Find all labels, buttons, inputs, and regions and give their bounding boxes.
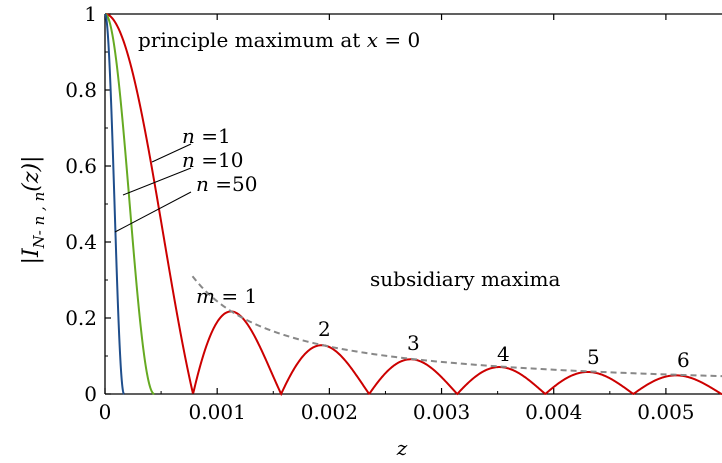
- y-axis-title: |IN- n , n(z)|: [19, 156, 48, 265]
- axes: 0 0.001 0.002 0.003 0.004 0.005 0 0.2 0.4 0.6 0.8 1: [65, 2, 722, 424]
- m-equals-1-label: m = 1: [196, 284, 257, 308]
- leader-line-n1: [151, 143, 192, 163]
- series-n10-curve: [104, 13, 155, 395]
- x-axis-title: z: [396, 436, 408, 460]
- leader-line-n50: [114, 191, 192, 233]
- x-tick-label: 0.002: [301, 400, 358, 424]
- x-tick-label: 0.001: [189, 400, 246, 424]
- y-tick-label: 0.2: [65, 306, 97, 330]
- x-tick-label: 0.004: [525, 400, 582, 424]
- curves: [104, 13, 722, 397]
- y-tick-label: 0: [84, 382, 97, 406]
- order-label-6: 6: [677, 348, 690, 372]
- order-label-2: 2: [318, 317, 331, 341]
- x-tick-label: 0.005: [637, 400, 694, 424]
- x-tick-label: 0.003: [413, 400, 470, 424]
- x-tick-label: 0: [99, 400, 112, 424]
- y-axis-title-text: |IN- n , n(z)|: [19, 156, 48, 265]
- order-label-5: 5: [587, 345, 600, 369]
- principal-maximum-annotation: principle maximum at x = 0: [138, 28, 420, 52]
- y-tick-label: 0.6: [65, 154, 97, 178]
- y-tick-label: 0.4: [65, 230, 97, 254]
- order-label-3: 3: [407, 331, 420, 355]
- y-tick-label: 0.8: [65, 78, 97, 102]
- subsidiary-maxima-annotation: subsidiary maxima: [370, 267, 560, 291]
- legend-label-n1: n =1: [182, 124, 231, 148]
- order-label-4: 4: [497, 342, 510, 366]
- leader-line-n10: [122, 167, 192, 196]
- series-n50-curve: [104, 13, 125, 395]
- legend-label-n50: n =50: [196, 172, 257, 196]
- envelope-dashed-curve: [191, 275, 722, 378]
- y-tick-label: 1: [84, 2, 97, 26]
- legend-label-n10: n =10: [182, 148, 243, 172]
